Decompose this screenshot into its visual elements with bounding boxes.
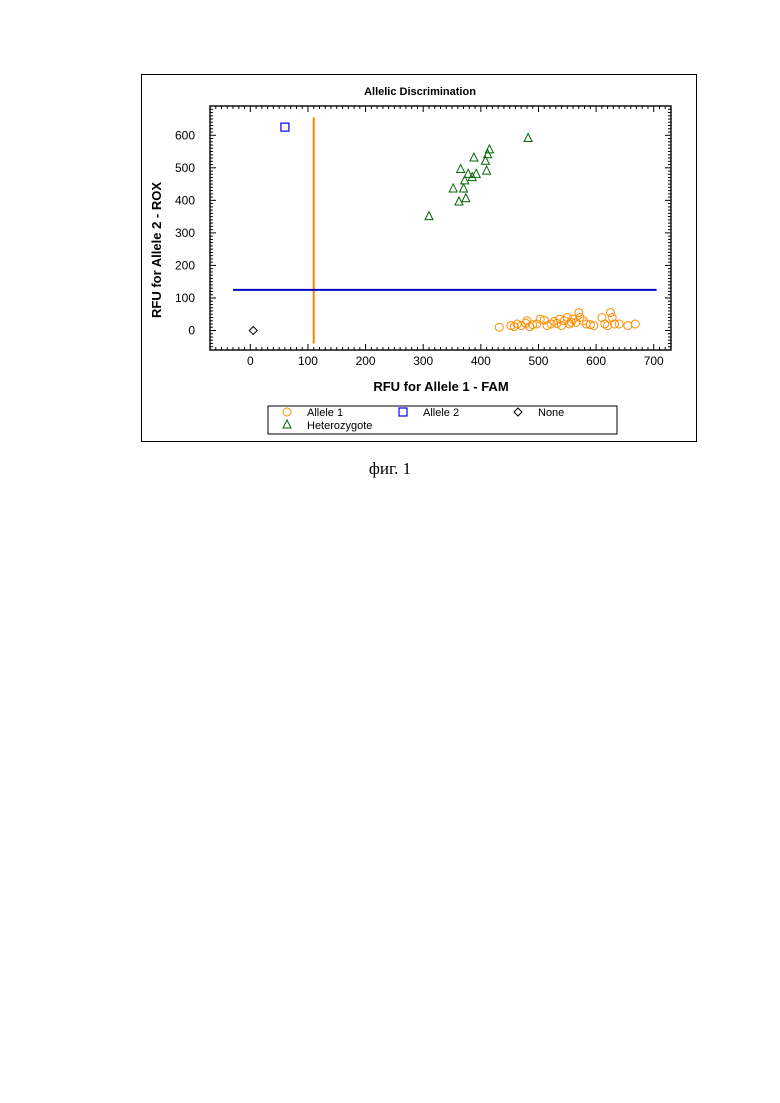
allele-1-point [495,323,503,331]
allelic-discrimination-chart: Allelic Discrimination 0 100 200 300 400 500 6… [142,75,698,443]
allele-2-point [281,123,289,131]
legend-label: None [538,407,564,419]
heterozygote-point [470,153,478,161]
x-tick-label: 500 [528,354,548,368]
y-tick-label: 300 [175,226,195,240]
y-tick-label: 600 [175,128,195,142]
heterozygote-point [449,184,457,192]
y-tick-label: 500 [175,161,195,175]
x-tick-label: 200 [356,354,376,368]
allele-1-point [606,309,614,317]
legend-label: Heterozygote [307,420,372,432]
legend-label: Allele 2 [423,407,459,419]
x-tick-label: 600 [586,354,606,368]
allele-1-point [631,320,639,328]
x-tick-label: 0 [247,354,254,368]
x-axis-title: RFU for Allele 1 - FAM [373,379,508,394]
x-tick-label: 400 [471,354,491,368]
y-tick-label: 100 [175,291,195,305]
allele-1-point [615,320,623,328]
chart-title: Allelic Discrimination [364,86,476,98]
none-point [249,326,257,334]
heterozygote-point [462,194,470,202]
x-tick-label: 100 [298,354,318,368]
plot-area: 0 100 200 300 400 500 600 700 0 100 200 300 400 500 60… [175,106,671,368]
x-tick-label: 700 [644,354,664,368]
heterozygote-point [457,164,465,172]
y-axis-title: RFU for Allele 2 - ROX [149,182,164,318]
x-tick-label: 300 [413,354,433,368]
legend-label: Allele 1 [307,407,343,419]
heterozygote-point [483,166,491,174]
y-tick-label: 400 [175,193,195,207]
figure-caption: фиг. 1 [0,459,780,479]
chart-figure: Allelic Discrimination 0 100 200 300 400 500 6… [141,74,697,442]
y-tick-label: 200 [175,258,195,272]
legend: Allele 1 Allele 2 None Heterozygote [268,406,617,434]
y-tick-label: 0 [188,323,195,337]
allele-1-point [624,322,632,330]
heterozygote-point [460,184,468,192]
heterozygote-point [524,134,532,142]
heterozygote-point [425,212,433,220]
